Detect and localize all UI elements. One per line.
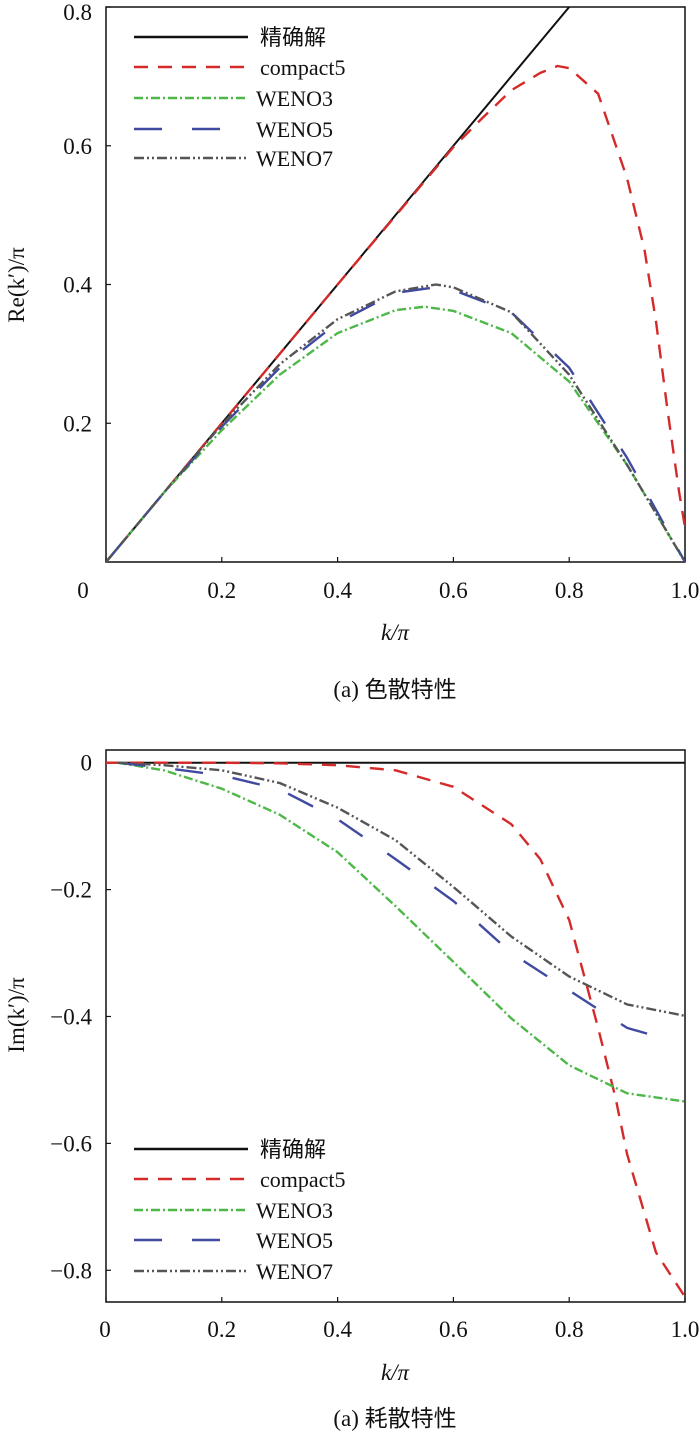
series-line-WENO3: [117, 761, 685, 1103]
x-tick-label: 0.6: [439, 1317, 468, 1342]
y-axis-title: Im(k′)/π: [4, 977, 29, 1053]
x-axis-title: k/π: [381, 620, 411, 645]
series-line-compact5: [106, 64, 685, 562]
x-tick-label: 0: [77, 578, 89, 603]
x-tick-label: 0.2: [207, 578, 236, 603]
series-line-WENO5: [106, 286, 685, 562]
legend-label: WENO5: [256, 1228, 333, 1253]
series-line-compact5: [106, 761, 685, 1298]
series-line-WENO7: [106, 283, 685, 562]
x-tick-label: 1.0: [671, 1317, 700, 1342]
y-tick-label: −0.6: [50, 1131, 92, 1156]
series-line-WENO3: [106, 305, 685, 562]
x-tick-label: 0.4: [323, 578, 352, 603]
legend: 精确解 compact5 WENO3 WENO5 WENO7: [134, 1137, 346, 1284]
panel-caption: (a) 色散特性: [333, 677, 456, 702]
legend-label: WENO5: [256, 117, 333, 142]
series-group: [106, 761, 685, 1298]
legend-label: WENO3: [256, 1198, 333, 1223]
panel-caption: (a) 耗散特性: [333, 1406, 456, 1431]
y-tick-label: 0.6: [63, 134, 92, 159]
y-tick-label: 0.4: [63, 273, 92, 298]
plot-frame: [105, 6, 686, 563]
series-line-WENO7: [117, 761, 685, 1017]
y-tick-label: 0.8: [63, 0, 92, 25]
x-tick-label: 0.2: [207, 1317, 236, 1342]
legend-label: WENO3: [256, 86, 333, 111]
legend-label: 精确解: [260, 25, 326, 50]
panel-2: 0 0.2 0.4 0.6 0.8 1.0 0 −0.2 −0.4 −0.6 −0.8 k/π Im(k…: [4, 749, 700, 1431]
x-tick-label: 0.8: [555, 1317, 584, 1342]
x-tick-label: 1.0: [671, 578, 700, 603]
y-tick-label: −0.2: [50, 878, 92, 903]
series-line-WENO5: [117, 761, 657, 1038]
legend: 精确解 compact5 WENO3 WENO5 WENO7: [134, 25, 346, 171]
legend-label: compact5: [260, 1167, 346, 1192]
x-tick-label: 0: [99, 1317, 111, 1342]
x-tick-label: 0.8: [555, 578, 584, 603]
legend-label: WENO7: [256, 1259, 333, 1284]
legend-label: 精确解: [260, 1137, 326, 1162]
y-tick-label: 0: [81, 751, 93, 776]
legend-label: WENO7: [256, 146, 333, 171]
x-tick-label: 0.4: [323, 1317, 352, 1342]
y-tick-label: 0.2: [63, 411, 92, 436]
panel-1: 0 0.2 0.4 0.6 0.8 1.0 0.2 0.4 0.6 0.8 k/π Re(k′)/π (…: [4, 0, 699, 702]
legend-label: compact5: [260, 55, 346, 80]
y-axis-title: Re(k′)/π: [4, 247, 29, 323]
plot-frame: [105, 749, 686, 1303]
series-group: [106, 7, 685, 562]
x-axis-title: k/π: [381, 1360, 411, 1385]
y-tick-label: −0.8: [50, 1258, 92, 1283]
x-tick-label: 0.6: [439, 578, 468, 603]
y-tick-label: −0.4: [50, 1004, 92, 1029]
